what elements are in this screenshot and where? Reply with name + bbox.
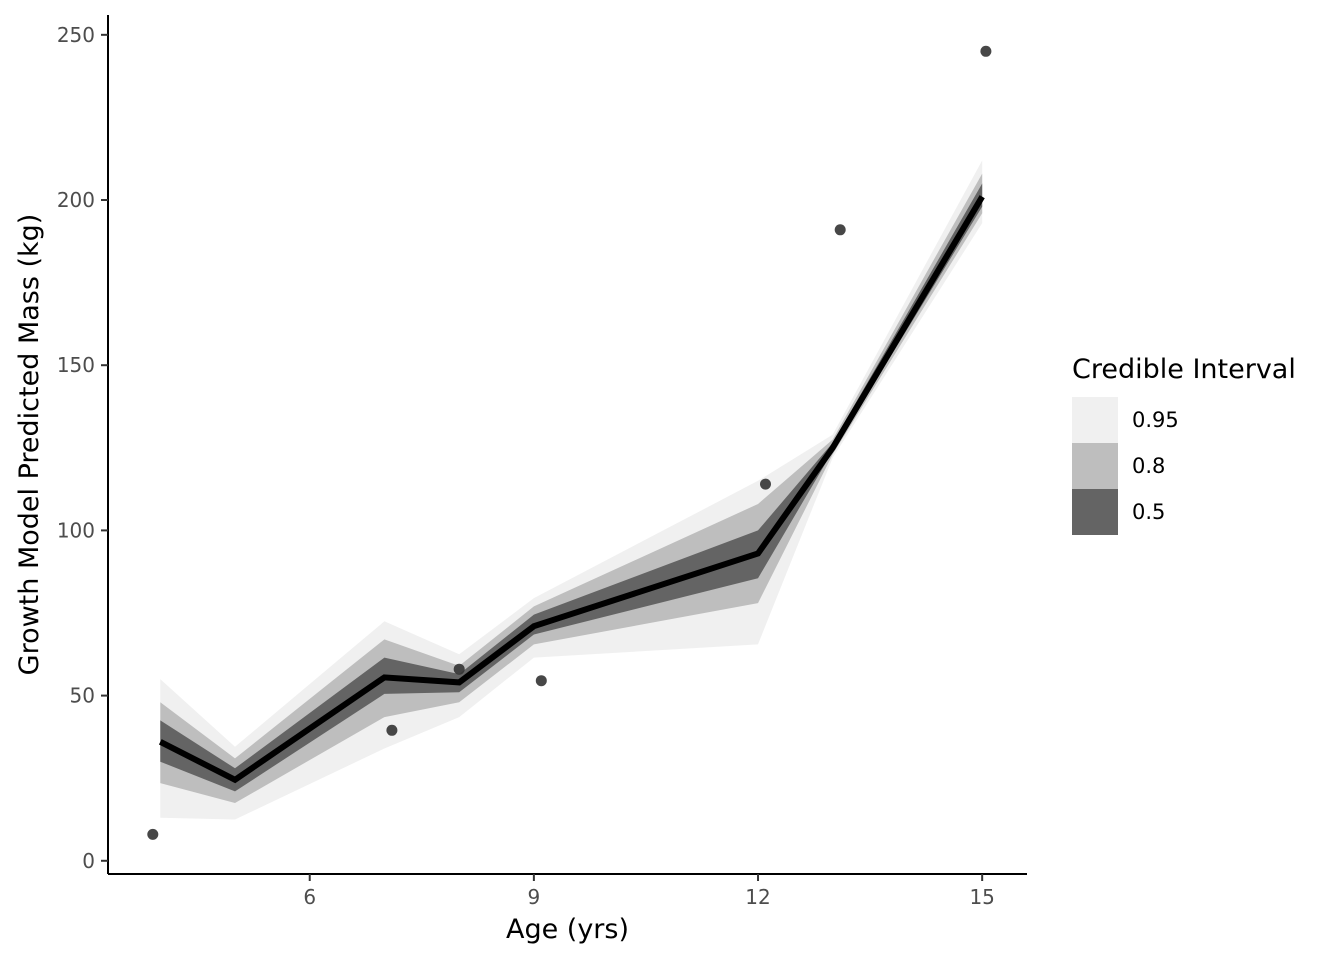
x-tick-label: 6 (303, 885, 316, 909)
legend-swatch-0-8 (1072, 443, 1118, 489)
legend-label: 0.5 (1132, 500, 1165, 524)
data-point (535, 675, 547, 687)
legend-items: 0.95 0.8 0.5 (1072, 397, 1179, 535)
legend-label: 0.8 (1132, 454, 1165, 478)
legend-swatch-0-5 (1072, 489, 1118, 535)
data-point (834, 224, 846, 236)
data-point (147, 828, 159, 840)
y-ticks: 0 50 100 150 200 250 (57, 23, 108, 873)
band-0-5 (160, 183, 983, 792)
median-line-group (158, 195, 985, 784)
legend-swatch-0-95 (1072, 397, 1118, 443)
credible-interval-bands (160, 160, 983, 820)
data-point (980, 45, 992, 57)
x-tick-label: 15 (969, 885, 994, 909)
median-line (158, 195, 985, 784)
y-tick-label: 0 (82, 849, 95, 873)
y-tick-label: 250 (57, 23, 95, 47)
x-tick-label: 9 (528, 885, 541, 909)
y-tick-label: 150 (57, 353, 95, 377)
y-tick-label: 50 (70, 684, 95, 708)
data-point (453, 663, 465, 675)
x-tick-label: 12 (745, 885, 770, 909)
legend-label: 0.95 (1132, 408, 1179, 432)
y-axis-title: Growth Model Predicted Mass (kg) (14, 214, 45, 676)
legend: Credible Interval 0.95 0.8 0.5 (1072, 354, 1296, 535)
data-point (386, 724, 398, 736)
legend-title: Credible Interval (1072, 354, 1296, 385)
y-tick-label: 100 (57, 518, 95, 542)
observed-points (147, 45, 992, 840)
data-point (760, 478, 771, 490)
y-tick-label: 200 (57, 188, 95, 212)
axes: 6 9 12 15 0 50 100 150 200 250 (57, 15, 1027, 909)
x-ticks: 6 9 12 15 (303, 874, 995, 909)
x-axis-title: Age (yrs) (506, 914, 629, 945)
